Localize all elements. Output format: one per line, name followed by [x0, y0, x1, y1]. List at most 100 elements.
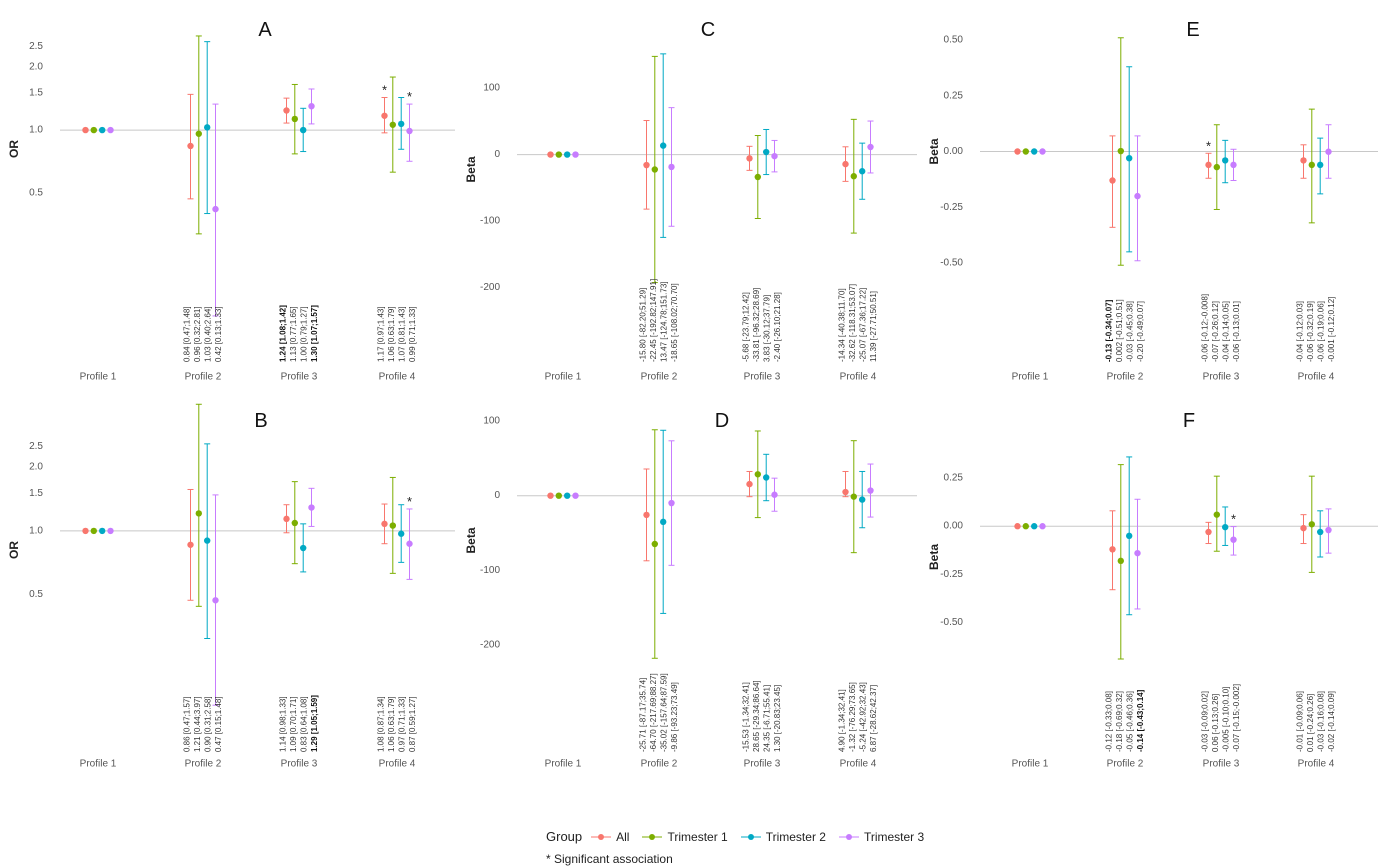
panel-title: E [1186, 19, 1199, 41]
legend-key-trimester-3 [838, 833, 859, 840]
estimate-point [283, 107, 290, 114]
value-label: -0.001 [-0.12;0.12] [1327, 297, 1336, 362]
y-tick-label: 0 [494, 149, 500, 160]
estimate-point [204, 537, 211, 544]
estimate-point [1126, 154, 1133, 162]
estimate-point [763, 474, 770, 481]
panel-b: B OR 0.5 1.0 1.5 2.0 2.5 * 0.86 [0.47;1.57] 1.21 … [7, 403, 455, 770]
value-label: -15.53 [-1.34;32.41] [742, 682, 751, 752]
estimate-point [381, 112, 388, 119]
y-tick-label: 100 [483, 83, 500, 94]
x-category-label: Profile 2 [185, 759, 222, 770]
estimate-point [1325, 148, 1332, 155]
value-label: 24.35 [-6.71;55.41] [763, 685, 772, 752]
point-profile-1-1 [90, 126, 98, 134]
estimate-point [668, 163, 675, 171]
value-label: 1.21 [0.44;3.97] [193, 696, 202, 752]
estimate-point [643, 511, 650, 519]
y-tick-label: -0.50 [940, 617, 963, 628]
y-tick-label: 0.5 [29, 188, 43, 199]
estimate-point [850, 173, 857, 180]
estimate-point [754, 471, 761, 478]
significance-star: * [1206, 138, 1211, 153]
point-profile-1-3 [107, 527, 114, 535]
y-tick-label: 0.50 [944, 35, 964, 46]
y-tick-label: 0 [494, 490, 500, 501]
x-category-label: Profile 3 [744, 759, 781, 770]
point-profile-1-0 [547, 151, 554, 158]
point-profile-1-0 [82, 126, 89, 134]
estimate-point [406, 127, 413, 135]
value-label: 28.65 [-29.34;86.64] [752, 680, 761, 752]
value-label: 13.47 [-124.78;151.73] [660, 281, 669, 362]
estimate-point [1317, 528, 1324, 536]
x-category-label: Profile 3 [1203, 372, 1240, 383]
value-label: 1.29 [1.05;1.59] [310, 695, 319, 752]
point-profile-1-1 [1022, 523, 1029, 530]
legend-item-trimester-3: Trimester 3 [838, 830, 924, 844]
panel-a: A OR 0.5 1.0 1.5 2.0 2.5 * * 0.84 [0.47;1.48] 0.96… [7, 19, 455, 383]
x-category-label: Profile 3 [1203, 759, 1240, 770]
value-label: 0.83 [0.64;1.08] [300, 696, 309, 752]
estimate-point [1205, 528, 1212, 536]
y-tick-label: 0.25 [944, 90, 964, 101]
value-label: 1.09 [0.70;1.71] [289, 696, 298, 752]
x-category-label: Profile 2 [1107, 759, 1144, 770]
value-label: 1.00 [0.79;1.27] [300, 306, 309, 362]
point-profile-1-3 [1039, 148, 1046, 155]
value-label: -0.13 [-0.34;0.07] [1105, 299, 1114, 362]
legend-item-trimester-1: Trimester 1 [641, 830, 728, 844]
footnote: * Significant association [546, 852, 673, 866]
estimate-point [771, 152, 778, 160]
estimate-point [406, 540, 413, 547]
estimate-point [746, 480, 753, 488]
value-label: -35.02 [-157.64;87.59] [660, 673, 669, 752]
point-profile-1-0 [547, 492, 554, 499]
y-tick-label: 2.0 [29, 61, 43, 72]
y-axis-label: OR [7, 541, 21, 559]
value-label: 0.99 [0.71;1.33] [408, 306, 417, 362]
value-label: -5.24 [-42.92;32.43] [859, 682, 868, 752]
point-profile-1-3 [572, 492, 579, 499]
point-profile-1-2 [564, 492, 571, 499]
value-label: 1.06 [0.63;1.79] [387, 306, 396, 362]
y-axis-label: Beta [927, 138, 941, 164]
value-label: 1.14 [0.98;1.33] [279, 696, 288, 752]
x-category-label: Profile 2 [185, 372, 222, 383]
value-label: -0.005 [-0.10;0.10] [1222, 687, 1231, 752]
estimate-point [389, 522, 396, 529]
point-profile-1-3 [107, 126, 114, 134]
value-label: -9.86 [-93.23;73.49] [670, 682, 679, 752]
y-axis-label: Beta [927, 544, 941, 570]
estimate-point [1109, 177, 1116, 184]
value-label: -14.34 [-40.38;11.70] [838, 288, 847, 362]
estimate-point [381, 520, 388, 528]
value-label: -15.80 [-82.20;51.29] [639, 288, 648, 362]
estimate-point [187, 142, 194, 150]
significance-star: * [407, 89, 412, 104]
point-profile-1-2 [1031, 523, 1038, 530]
value-label: -2.40 [-26.10;21.28] [773, 292, 782, 362]
legend-label-all: All [616, 829, 630, 844]
value-label: -1.32 [-76.29;73.65] [848, 682, 857, 752]
estimate-point [308, 102, 315, 110]
y-tick-label: 1.5 [29, 488, 43, 499]
legend-key-trimester-1 [642, 833, 663, 840]
estimate-point [754, 173, 761, 181]
y-tick-label: 2.0 [29, 462, 43, 473]
estimate-point [195, 510, 202, 517]
estimate-point [1300, 157, 1307, 164]
value-label: -0.14 [-0.43;0.14] [1136, 689, 1145, 752]
estimate-point [859, 168, 866, 175]
panel-title: B [254, 410, 267, 432]
value-label: -0.06 [-0.12;-0.008] [1201, 294, 1210, 362]
value-label: 6.87 [-28.62;42.37] [869, 685, 878, 752]
value-label: 0.97 [0.71;1.33] [398, 696, 407, 752]
value-label: 0.47 [0.15;1.48] [214, 696, 223, 752]
value-label: 1.07 [0.81;1.43] [398, 306, 407, 362]
estimate-point [1222, 157, 1229, 164]
estimate-point [212, 205, 219, 213]
estimate-point [1230, 161, 1237, 169]
point-profile-1-0 [82, 527, 89, 535]
